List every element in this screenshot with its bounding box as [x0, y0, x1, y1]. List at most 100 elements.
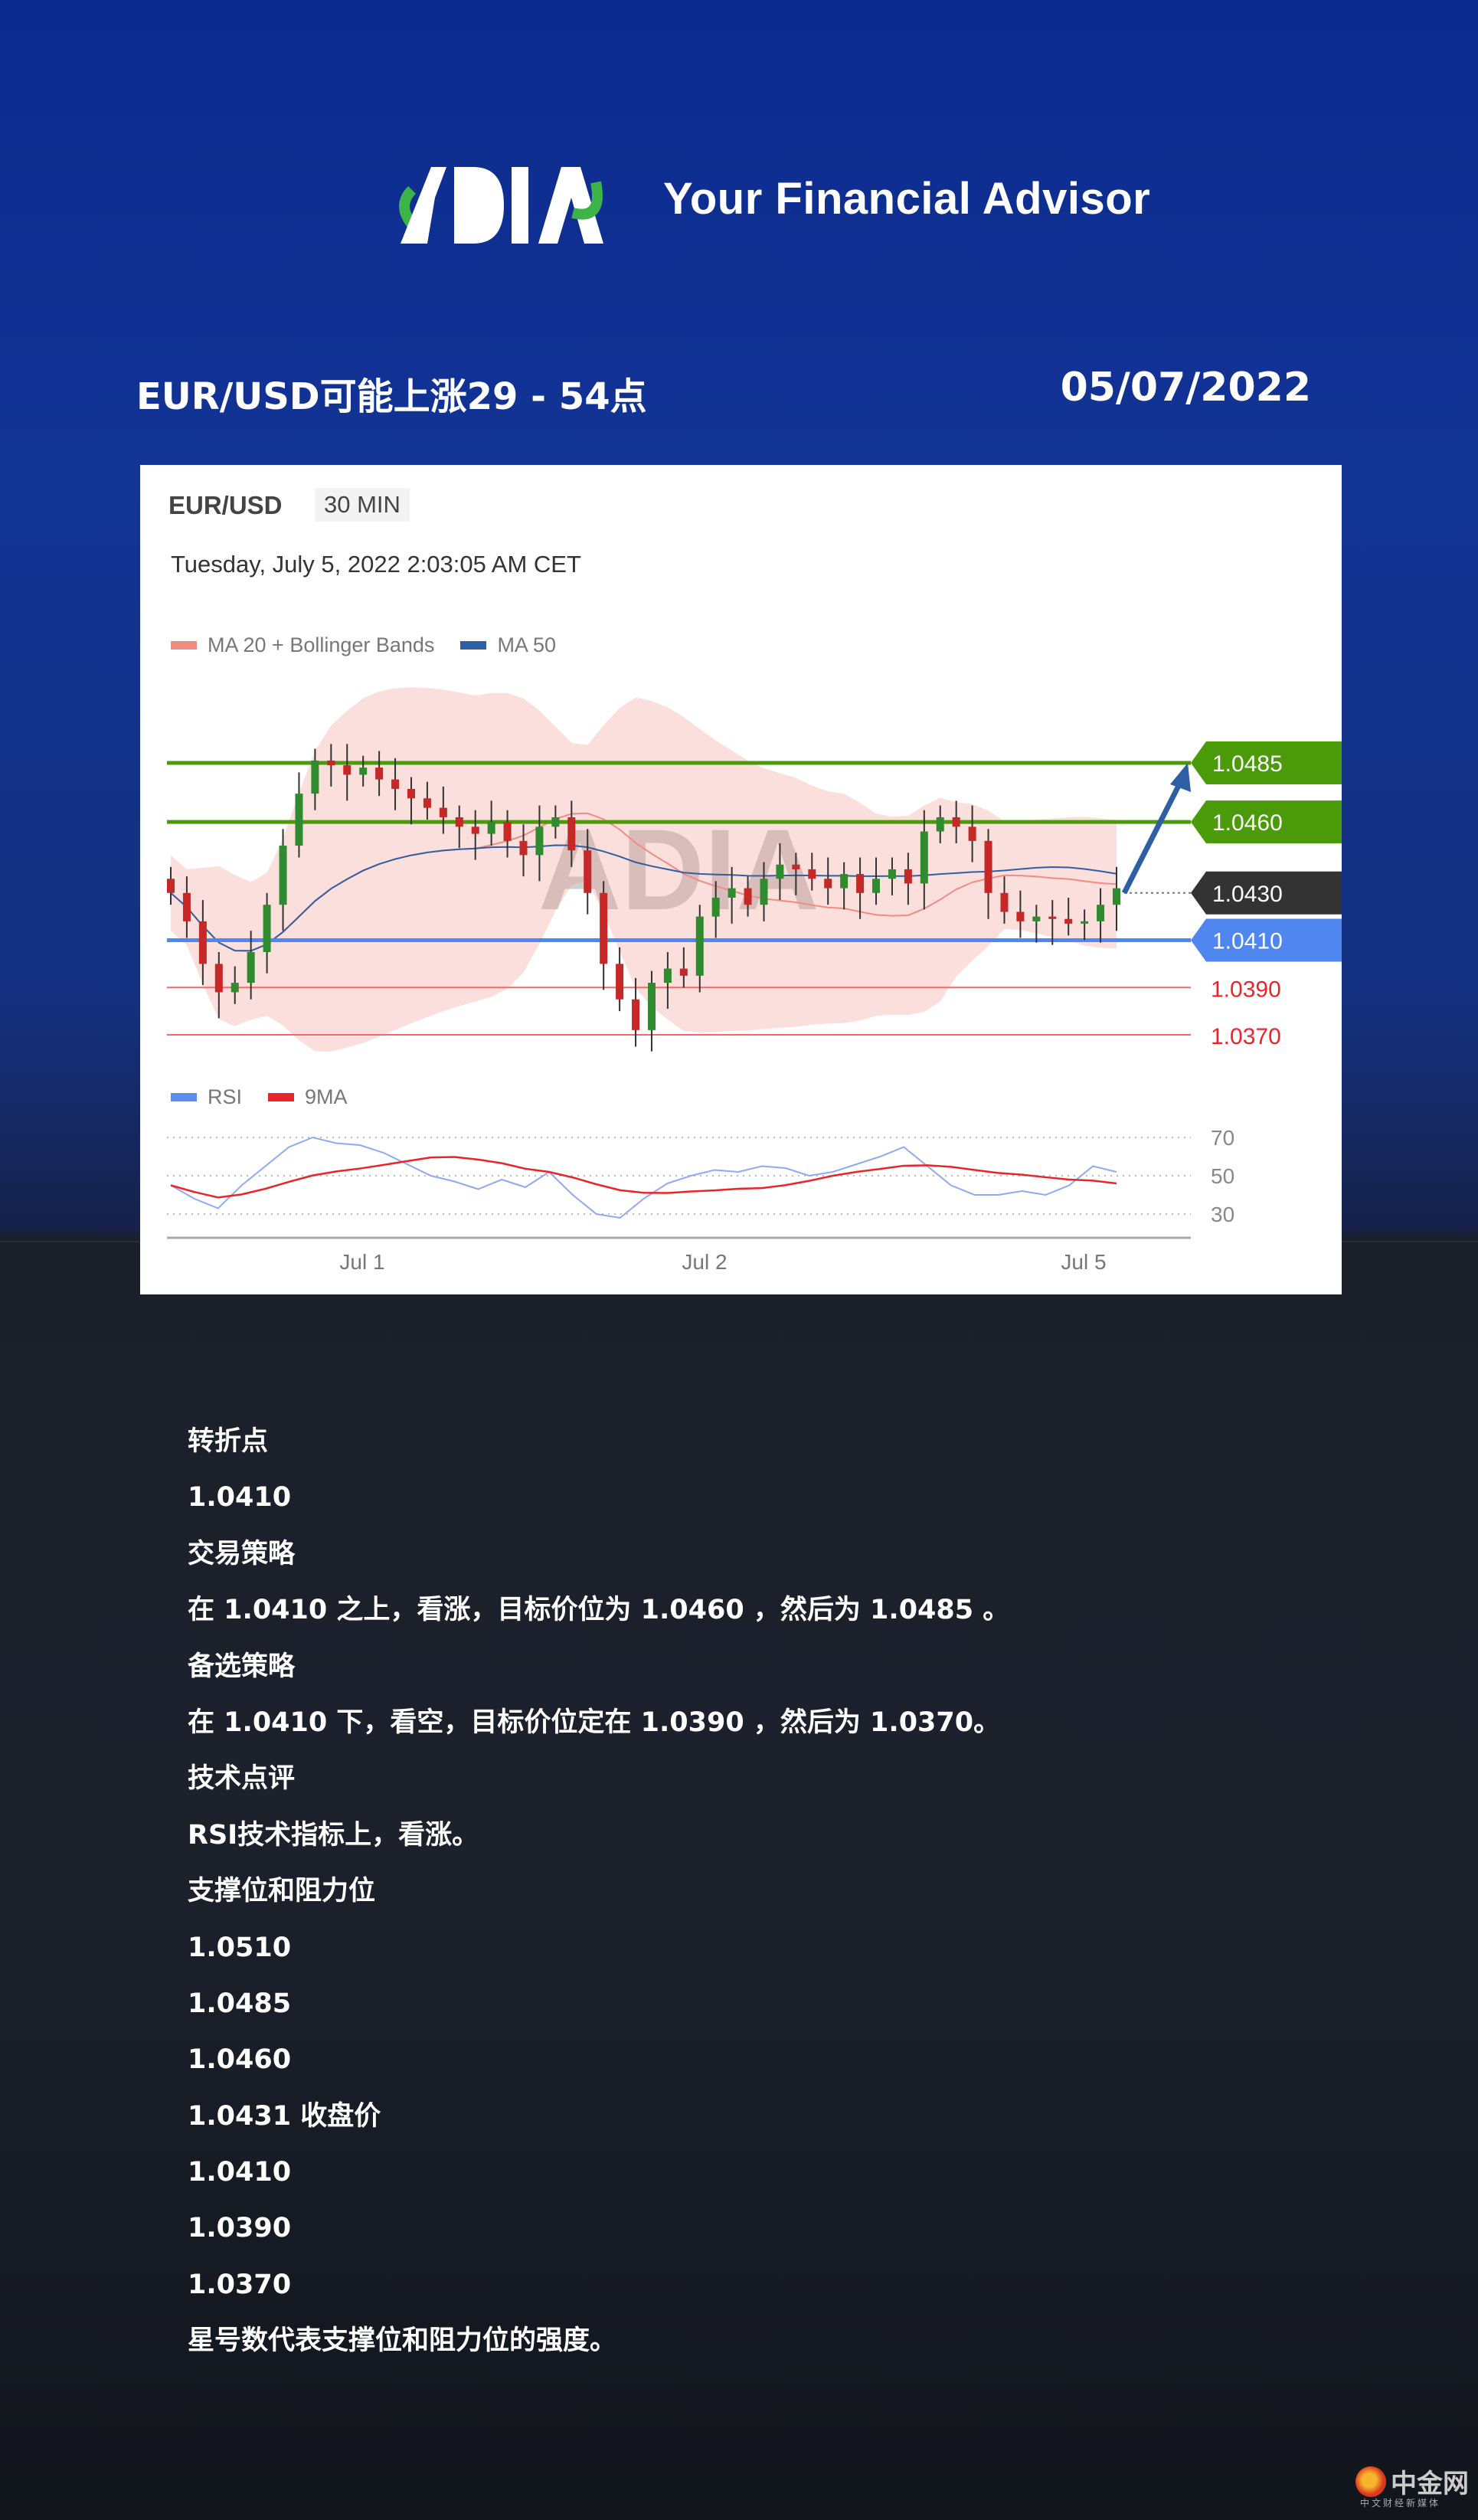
candle-body	[952, 817, 960, 827]
candle-body	[632, 999, 640, 1030]
candle-body	[711, 897, 720, 917]
candle-body	[744, 888, 752, 905]
candle-body	[1016, 911, 1025, 921]
rsi-9ma-line	[170, 1156, 1117, 1199]
legend-ma20: MA 20 + Bollinger Bands	[208, 633, 435, 656]
candle-body	[214, 964, 223, 993]
tagline: Your Financial Advisor	[663, 174, 1151, 224]
level-tag-1.0410	[1191, 918, 1342, 962]
candle-body	[567, 817, 576, 851]
candle-body	[984, 840, 992, 893]
adia-logo-icon	[399, 167, 603, 244]
projection-arrow	[1121, 778, 1185, 895]
candle-body	[808, 869, 816, 879]
analysis-line: 星号数代表支撑位和阻力位的强度。	[188, 2325, 617, 2357]
cngold-name: 中金网	[1391, 2469, 1469, 2499]
analysis-line: 支撑位和阻力位	[188, 1876, 376, 1907]
candle-body	[311, 760, 319, 794]
analysis-line: RSI技术指标上，看涨。	[188, 1819, 479, 1851]
page-date: 05/07/2022	[1060, 365, 1311, 411]
ma50-swatch	[460, 641, 487, 650]
level-label-1.0485: 1.0485	[1212, 751, 1283, 777]
rsi-swatch	[171, 1093, 197, 1101]
level-label-1.0370: 1.0370	[1211, 1024, 1281, 1049]
candle-body	[888, 869, 896, 879]
candle-body	[279, 846, 287, 905]
analysis-line: 技术点评	[188, 1763, 296, 1795]
candle-body	[375, 767, 384, 780]
cngold-watermark: 中金网 中文财经新媒体	[1355, 2463, 1469, 2509]
analysis-line: 1.0390	[188, 2213, 292, 2244]
candle-body	[584, 850, 592, 893]
candle-body	[471, 826, 479, 834]
rsi-tick-label: 50	[1211, 1164, 1234, 1188]
candle-body	[872, 879, 881, 893]
candle-body	[1064, 918, 1073, 924]
candle-body	[968, 826, 976, 841]
projection-arrowhead-icon	[1170, 763, 1191, 792]
page-title: EUR/USD可能上涨29 - 54点	[136, 375, 647, 418]
level-tag-1.0485	[1191, 741, 1342, 784]
candle-body	[904, 869, 912, 884]
level-label-1.0430: 1.0430	[1212, 882, 1283, 907]
analysis-text: 转折点 1.0410 交易策略在 1.0410 之上，看涨，目标价位为 1.0460…	[188, 1425, 1009, 2381]
candle-body	[439, 807, 447, 818]
analysis-line: 1.0431 收盘价	[188, 2100, 381, 2132]
candle-body	[198, 921, 207, 964]
candle-body	[455, 817, 463, 827]
analysis-line: 1.0510	[188, 1932, 292, 1963]
chart-card: EUR/USD 30 MIN Tuesday, July 5, 2022 2:0…	[140, 465, 1342, 1294]
candle-body	[182, 892, 191, 921]
price-legend: MA 20 + Bollinger Bands MA 50	[171, 633, 556, 657]
candle-body	[1113, 888, 1120, 905]
candle-body	[695, 916, 704, 976]
analysis-line: 1.0460	[188, 2044, 292, 2076]
analysis-line: 转折点	[188, 1426, 269, 1457]
legend-9ma: 9MA	[305, 1085, 348, 1108]
candle-body	[423, 798, 431, 808]
candle-body	[247, 951, 255, 983]
rsi-line	[170, 1136, 1117, 1219]
legend-rsi: RSI	[208, 1085, 243, 1108]
candle-body	[840, 874, 849, 889]
timeframe-badge: 30 MIN	[315, 488, 410, 522]
cngold-sub: 中文财经新媒体	[1360, 2498, 1441, 2509]
level-tag-1.0460	[1191, 800, 1342, 844]
candle-body	[487, 822, 495, 834]
candle-body	[535, 826, 544, 856]
candle-body	[920, 831, 928, 884]
candle-body	[1097, 905, 1105, 921]
cngold-logo-icon	[1355, 2466, 1386, 2497]
candle-body	[1081, 921, 1089, 924]
x-tick-label: Jul 2	[682, 1250, 727, 1274]
candle-body	[503, 822, 512, 841]
rsi-tick-label: 70	[1211, 1126, 1234, 1150]
candle-body	[1032, 916, 1041, 921]
analysis-line: 1.0410	[188, 1482, 292, 1514]
level-tag-1.0430	[1191, 871, 1342, 915]
level-label-1.0390: 1.0390	[1211, 977, 1281, 1002]
candle-body	[231, 983, 239, 993]
candle-body	[1048, 916, 1057, 919]
symbol-label: EUR/USD	[168, 491, 283, 519]
rsi-tick-label: 30	[1211, 1203, 1234, 1226]
candle-body	[343, 765, 352, 775]
analysis-line: 1.0410	[188, 2157, 292, 2188]
candle-body	[936, 817, 944, 832]
candle-body	[391, 779, 400, 789]
x-tick-label: Jul 1	[339, 1250, 384, 1274]
bollinger-band	[171, 687, 1117, 1052]
candle-body	[856, 874, 865, 893]
analysis-line: 在 1.0410 下，看空，目标价位定在 1.0390 ，然后为 1.0370。	[188, 1707, 1001, 1738]
candle-body	[600, 892, 608, 964]
candle-body	[359, 767, 368, 775]
candle-body	[679, 968, 688, 976]
ma20-swatch	[171, 641, 197, 650]
candle-body	[616, 964, 624, 1000]
candle-body	[295, 794, 303, 846]
candle-body	[551, 817, 560, 827]
analysis-line: 备选策略	[188, 1651, 296, 1682]
candle-body	[647, 983, 656, 1030]
ma50-line	[170, 844, 1117, 952]
candle-body	[327, 760, 335, 766]
